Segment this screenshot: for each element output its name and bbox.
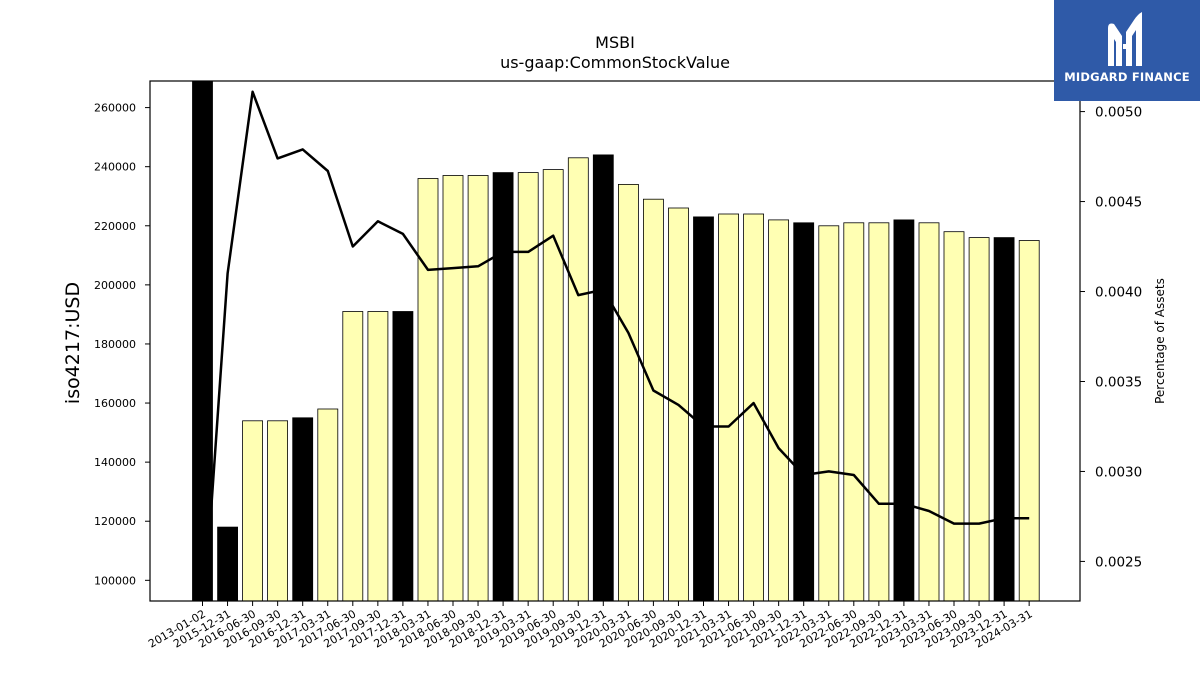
bar-2018-06-30 (442, 175, 464, 601)
bar-2017-06-30 (342, 311, 364, 601)
y-tick-label: 260000 (94, 102, 136, 115)
bar-2016-06-30 (242, 420, 264, 601)
bar-2017-12-31 (392, 311, 414, 601)
logo-text: MIDGARD FINANCE (1064, 70, 1190, 84)
bar-2019-03-31 (517, 172, 539, 601)
bar-2021-06-30 (743, 213, 764, 601)
bar-2022-03-31 (818, 225, 840, 601)
percentage-line (203, 90, 1030, 601)
y2-tick-label: 0.0030 (1095, 464, 1142, 480)
bar-2023-12-31 (993, 237, 1015, 601)
y-tick-label: 160000 (94, 397, 136, 410)
bar-2022-12-31 (893, 219, 915, 601)
bar-2018-12-31 (492, 172, 514, 601)
bar-2021-12-31 (793, 222, 815, 601)
bar-2017-09-30 (367, 311, 389, 601)
y2-tick-label: 0.0035 (1095, 374, 1142, 390)
y-tick-label: 100000 (94, 574, 136, 587)
bar-2019-12-31 (592, 154, 614, 601)
bar-2019-09-30 (567, 157, 589, 601)
bar-2019-06-30 (542, 169, 564, 601)
bar-2016-09-30 (267, 420, 289, 601)
y-tick-label: 240000 (94, 161, 136, 174)
line-group (203, 90, 1030, 601)
bar-2022-09-30 (868, 222, 890, 601)
y2-tick-label: 0.0040 (1095, 285, 1142, 301)
y-axis-label: iso4217:USD (62, 282, 84, 404)
y-tick-label: 180000 (94, 338, 136, 351)
bar-2013-01-02 (192, 81, 213, 601)
midgard-finance-logo: MIDGARD FINANCE (1054, 0, 1200, 101)
midgard-logo-icon (1108, 12, 1142, 66)
bar-2016-12-31 (292, 417, 314, 601)
bar-2020-12-31 (693, 216, 714, 601)
left-axis: 100000 120000 140000 160000 180000 200000 2200… (94, 102, 150, 587)
y-tick-label: 120000 (94, 515, 136, 528)
y2-tick-label: 0.0025 (1095, 554, 1142, 570)
chart-subtitle: us-gaap:CommonStockValue (500, 53, 730, 72)
bar-2020-03-31 (618, 183, 639, 601)
bar-2017-03-31 (317, 408, 339, 601)
y-tick-label: 140000 (94, 456, 136, 469)
y2-tick-label: 0.0045 (1095, 195, 1142, 211)
bar-2020-06-30 (643, 198, 664, 601)
y-tick-label: 220000 (94, 220, 136, 233)
plot-frame (149, 80, 1081, 602)
right-axis: 0.0025 0.0030 0.0035 0.0040 0.0045 0.0050 (1080, 105, 1142, 570)
bar-group (192, 81, 1040, 601)
bar-2018-09-30 (467, 175, 489, 601)
bar-2018-03-31 (417, 178, 439, 601)
y-tick-label: 200000 (94, 279, 136, 292)
y2-tick-label: 0.0050 (1095, 105, 1142, 121)
bar-2024-03-31 (1018, 240, 1040, 601)
y2-axis-label: Percentage of Assets (1153, 278, 1167, 404)
bar-2023-09-30 (968, 237, 990, 601)
bar-2021-09-30 (768, 219, 789, 601)
bar-2015-12-31 (217, 526, 239, 601)
bar-2023-06-30 (943, 231, 965, 601)
x-axis: 2013-01-022015-12-312016-06-302016-09-30… (146, 601, 1035, 651)
chart-title: MSBI (595, 33, 635, 52)
bar-2022-06-30 (843, 222, 865, 601)
bar-2021-03-31 (718, 213, 739, 601)
bar-2023-03-31 (918, 222, 940, 601)
